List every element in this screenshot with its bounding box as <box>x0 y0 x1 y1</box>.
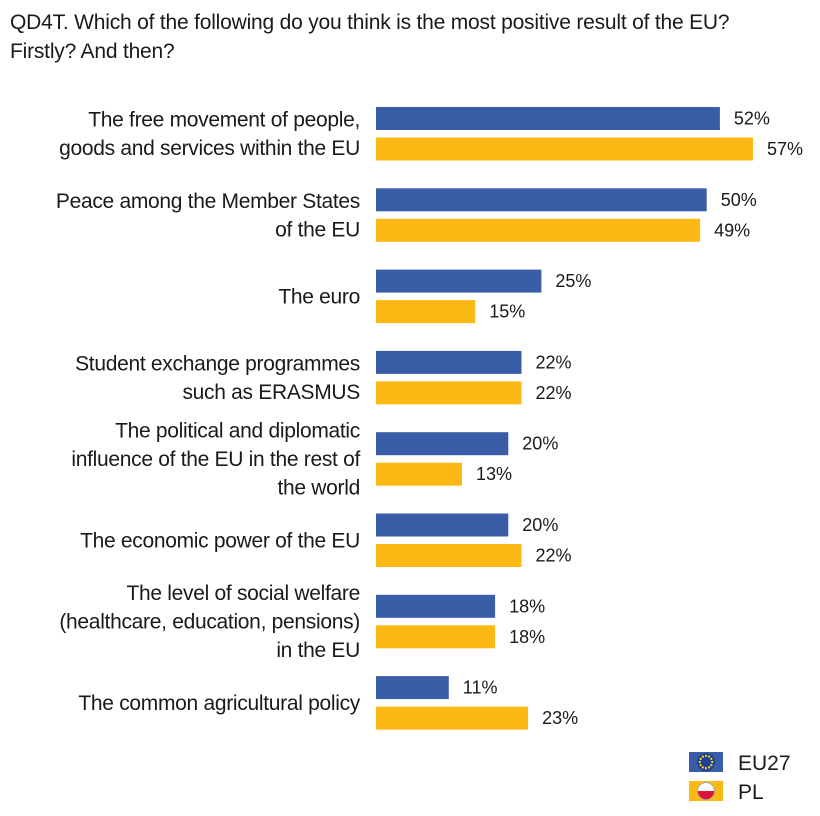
category-group: The euro 25% 15% <box>278 269 591 324</box>
data-label-pl: 23% <box>542 708 578 728</box>
bar-eu27 <box>376 269 542 293</box>
data-label-pl: 18% <box>509 627 545 647</box>
category-label: The political and diplomatic influence of… <box>71 419 360 499</box>
bar-pl <box>376 137 753 161</box>
data-label-pl: 22% <box>536 546 572 566</box>
data-label-eu27: 25% <box>555 271 591 291</box>
category-label-line: of the EU <box>275 218 360 241</box>
data-label-eu27: 11% <box>463 678 498 698</box>
eu-flag-star <box>710 757 713 761</box>
data-label-pl: 15% <box>489 302 525 322</box>
category-label: Student exchange programmes such as ERASM… <box>75 352 360 404</box>
eu-flag-star <box>708 755 711 758</box>
category-label-line: The political and diplomatic <box>115 419 360 442</box>
eu-flag-star <box>701 755 705 758</box>
eu-flag-icon <box>689 752 723 772</box>
category-group: The political and diplomatic influence of… <box>71 419 558 499</box>
data-label-pl: 49% <box>714 220 750 240</box>
category-label: The economic power of the EU <box>80 529 360 552</box>
category-label-line: The free movement of people, <box>88 109 360 132</box>
category-group: The common agricultural policy 11% 23% <box>78 676 578 730</box>
category-label-line: in the EU <box>276 639 360 662</box>
category-group: The level of social welfare (healthcare, … <box>59 582 545 662</box>
category-label: The euro <box>278 285 360 308</box>
eu-flag-star <box>704 767 708 770</box>
eu-flag-star <box>708 766 711 769</box>
category-label: The level of social welfare (healthcare, … <box>59 582 360 662</box>
poland-flag-red <box>697 791 715 800</box>
eu-flag-star <box>701 766 705 769</box>
category-group: Student exchange programmes such as ERASM… <box>75 350 572 405</box>
eu-flag-star <box>698 760 701 764</box>
category-label-line: such as ERASMUS <box>182 381 360 404</box>
eu-flag-star <box>699 764 702 767</box>
category-label-line: The economic power of the EU <box>80 529 360 552</box>
data-label-pl: 57% <box>767 139 803 159</box>
bar-eu27 <box>376 188 707 212</box>
category-label-line: influence of the EU in the rest of <box>71 448 360 471</box>
category-label-line: The level of social welfare <box>126 582 360 605</box>
category-label-line: the world <box>277 476 360 499</box>
category-group: The free movement of people, goods and se… <box>59 107 803 161</box>
bar-pl <box>376 300 476 324</box>
bar-pl <box>376 381 522 405</box>
chart-title-line-2: Firstly? And then? <box>10 40 175 63</box>
eu-flag-star <box>704 754 708 757</box>
bar-pl <box>376 462 462 486</box>
legend: EU27 PL <box>689 752 791 804</box>
chart-title: QD4T. Which of the following do you thin… <box>10 8 810 66</box>
data-label-eu27: 50% <box>721 190 757 210</box>
bar-eu27 <box>376 676 449 700</box>
legend-label-pl: PL <box>738 781 764 804</box>
bar-eu27 <box>376 432 509 456</box>
category-label-line: Student exchange programmes <box>75 352 360 375</box>
bar-pl <box>376 625 496 649</box>
category-label: The common agricultural policy <box>78 692 360 715</box>
category-label-line: (healthcare, education, pensions) <box>59 611 360 634</box>
category-label-line: The common agricultural policy <box>78 692 360 715</box>
poland-flag-white <box>697 782 715 791</box>
category-label-line: The euro <box>278 285 360 308</box>
bar-eu27 <box>376 594 496 618</box>
data-label-eu27: 18% <box>509 596 545 616</box>
eu-flag-star <box>710 764 713 767</box>
category-label-line: Peace among the Member States <box>56 190 360 213</box>
category-group: The economic power of the EU 20% 22% <box>80 513 572 567</box>
data-label-eu27: 20% <box>522 515 558 535</box>
legend-label-eu27: EU27 <box>738 752 791 775</box>
bar-eu27 <box>376 107 720 130</box>
category-label: Peace among the Member States of the EU <box>56 190 360 242</box>
data-label-pl: 22% <box>536 383 572 403</box>
bar-eu27 <box>376 513 509 537</box>
eu-flag-star <box>699 757 702 761</box>
data-label-eu27: 20% <box>522 434 558 454</box>
poland-flag-icon <box>689 781 723 801</box>
chart-title-line-1: QD4T. Which of the following do you thin… <box>10 11 730 34</box>
eu-flag-star <box>711 760 714 764</box>
category-label: The free movement of people, goods and se… <box>59 109 360 161</box>
poland-flag-outline <box>697 782 715 800</box>
bar-pl <box>376 706 529 730</box>
bar-pl <box>376 544 522 567</box>
bar-pl <box>376 218 701 242</box>
category-group: Peace among the Member States of the EU 50… <box>56 188 757 242</box>
data-label-pl: 13% <box>476 464 512 484</box>
eu-flag-field <box>697 753 715 771</box>
bar-eu27 <box>376 350 522 374</box>
category-label-line: goods and services within the EU <box>59 137 360 160</box>
data-label-eu27: 22% <box>536 352 572 372</box>
data-label-eu27: 52% <box>734 109 770 129</box>
